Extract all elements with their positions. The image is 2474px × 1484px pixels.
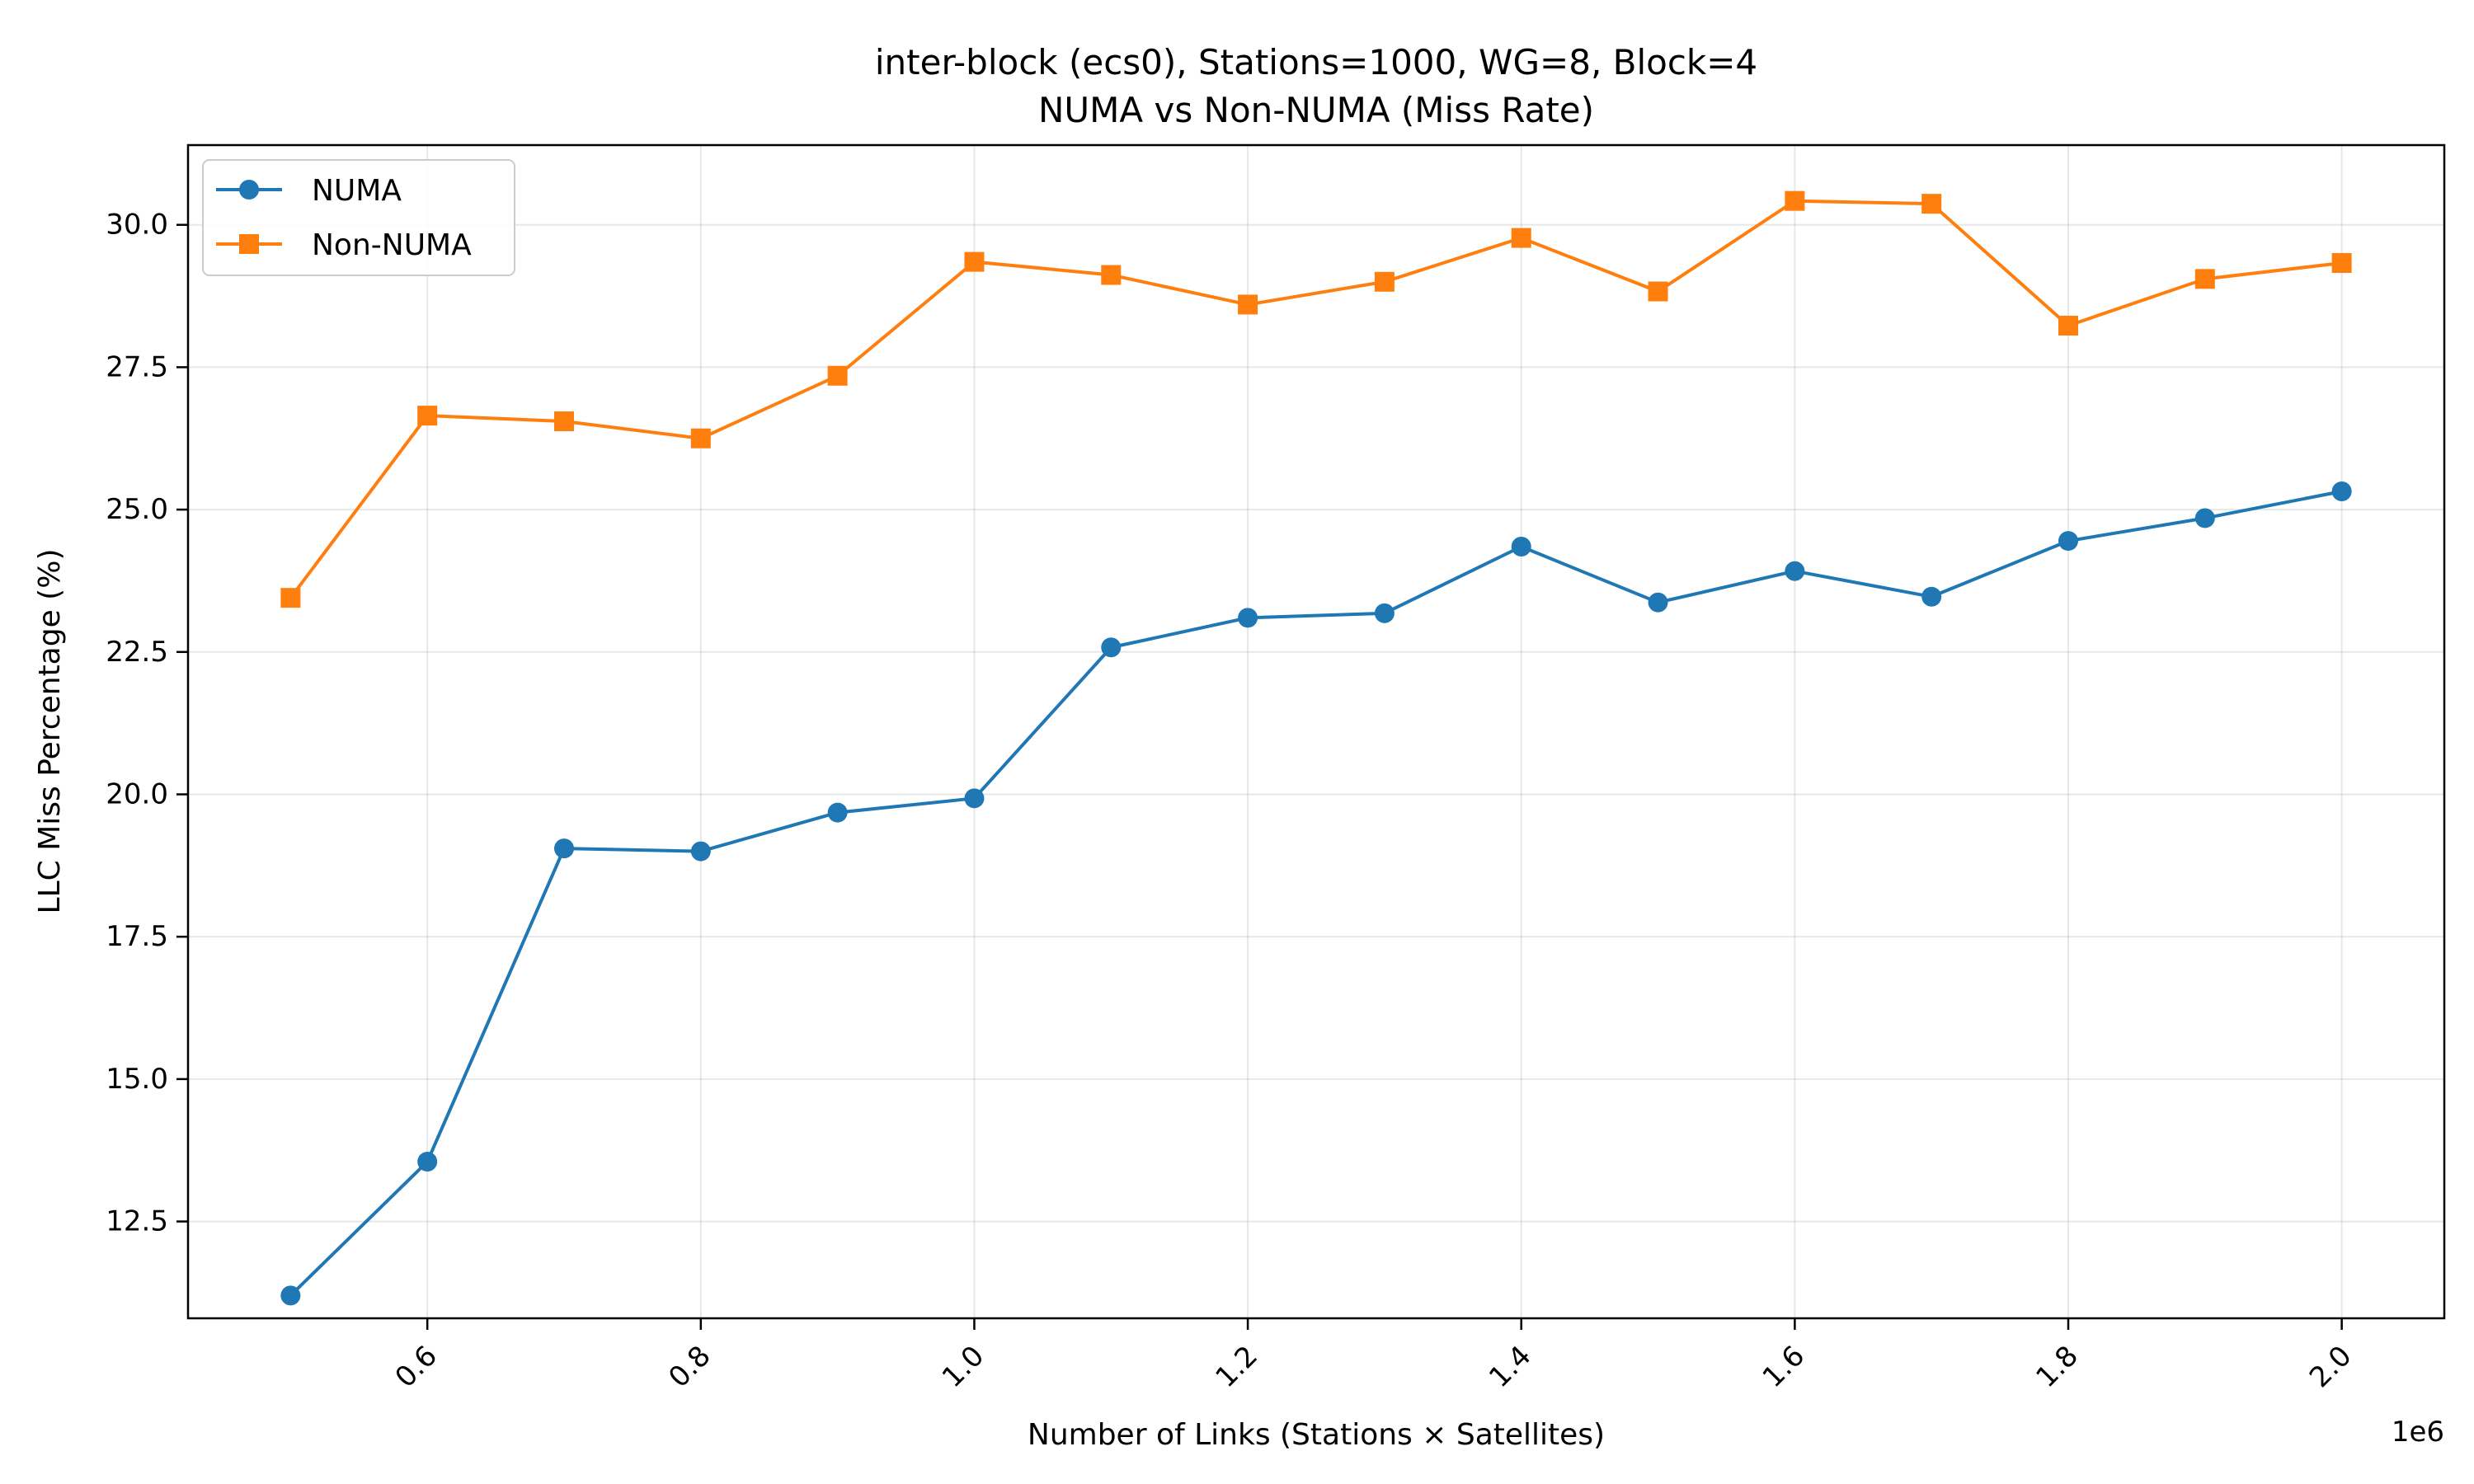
data-point-non-numa <box>1511 228 1531 248</box>
legend-label-numa: NUMA <box>312 174 402 208</box>
data-point-numa <box>280 1285 301 1306</box>
plot-area-frame <box>186 143 2446 1320</box>
data-point-numa <box>1921 586 1942 607</box>
data-point-non-numa <box>554 411 574 432</box>
data-point-numa <box>2194 508 2215 528</box>
data-point-non-numa <box>690 428 711 448</box>
series-line-numa <box>289 489 2344 1298</box>
data-point-non-numa <box>2058 315 2078 336</box>
data-point-non-numa <box>280 588 301 608</box>
y-tick-label: 25.0 <box>106 493 168 526</box>
legend-marker-non-numa <box>239 234 259 254</box>
data-point-non-numa <box>1785 190 1805 211</box>
data-point-non-numa <box>417 406 438 426</box>
chart-title-line1: inter-block (ecs0), Stations=1000, WG=8,… <box>875 42 1757 82</box>
data-point-numa <box>690 841 711 862</box>
grid <box>188 145 2444 1318</box>
data-point-non-numa <box>1238 294 1258 315</box>
data-point-numa <box>1648 592 1668 613</box>
data-point-non-numa <box>827 365 848 386</box>
y-tick-label: 22.5 <box>106 636 168 669</box>
data-point-numa <box>1374 603 1395 623</box>
data-point-non-numa <box>1648 281 1668 302</box>
data-point-numa <box>827 802 848 823</box>
data-point-numa <box>1785 561 1805 581</box>
data-point-numa <box>1511 536 1531 556</box>
y-tick-label: 27.5 <box>106 350 168 383</box>
series-line-non-numa <box>289 199 2344 600</box>
data-point-non-numa <box>964 251 985 272</box>
data-point-non-numa <box>1374 271 1395 292</box>
y-tick-label: 12.5 <box>106 1205 168 1238</box>
y-tick-label: 15.0 <box>106 1063 168 1096</box>
data-point-non-numa <box>1921 194 1942 214</box>
y-tick-label: 20.0 <box>106 777 168 810</box>
data-point-numa <box>2331 481 2352 501</box>
data-point-numa <box>554 838 574 859</box>
legend-marker-numa <box>239 180 259 200</box>
data-point-numa <box>1101 637 1122 658</box>
data-point-numa <box>964 788 985 809</box>
x-axis-offset-label: 1e6 <box>2392 1416 2444 1449</box>
x-axis-label: Number of Links (Stations × Satellites) <box>1028 1418 1605 1452</box>
data-point-non-numa <box>2194 269 2215 289</box>
data-point-non-numa <box>2331 252 2352 273</box>
y-axis-label: LLC Miss Percentage (%) <box>33 549 67 914</box>
data-point-numa <box>417 1152 438 1172</box>
y-tick-label: 30.0 <box>106 209 168 242</box>
data-point-non-numa <box>1101 265 1122 285</box>
data-point-numa <box>1238 608 1258 628</box>
legend: NUMA Non-NUMA <box>202 159 515 276</box>
data-point-numa <box>2058 531 2078 552</box>
legend-label-non-numa: Non-NUMA <box>312 228 472 262</box>
y-tick-label: 17.5 <box>106 920 168 953</box>
series-layer <box>280 190 2352 1306</box>
chart-title-line2: NUMA vs Non-NUMA (Miss Rate) <box>1038 90 1594 130</box>
